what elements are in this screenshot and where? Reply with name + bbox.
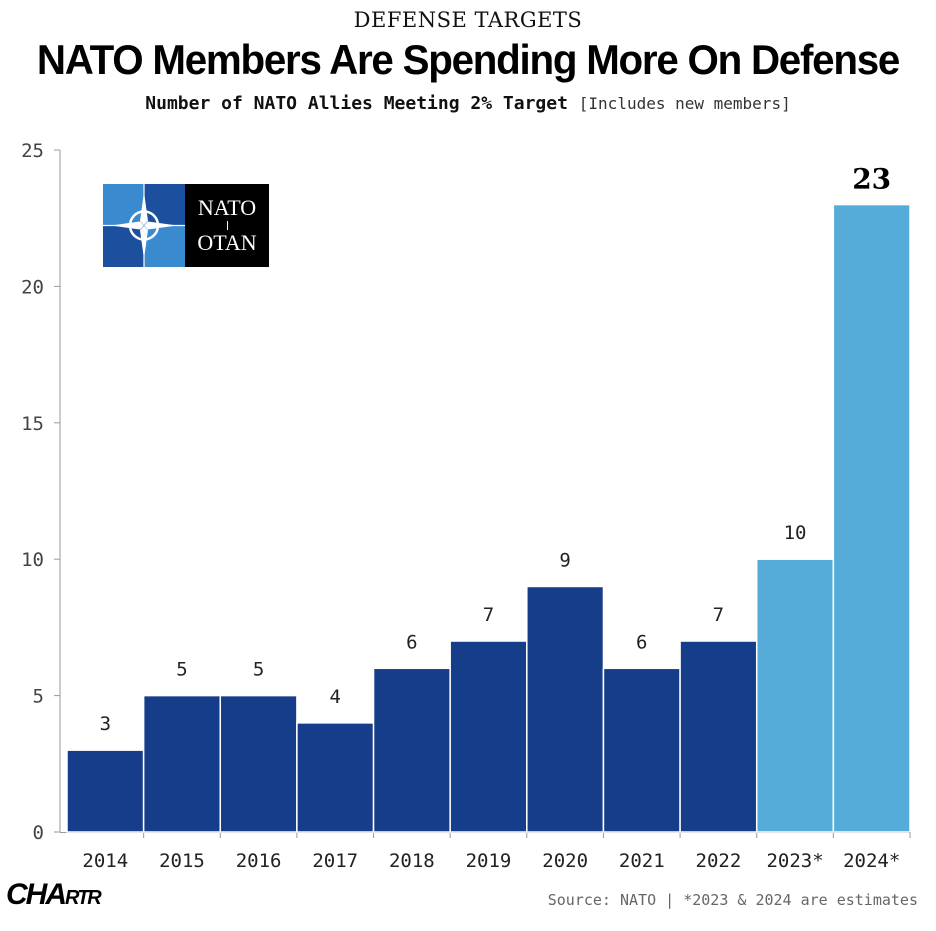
- subtitle-main: Number of NATO Allies Meeting 2% Target: [145, 93, 568, 114]
- compass-rose-icon: [103, 184, 185, 267]
- x-tick-label: 2017: [312, 850, 358, 872]
- chartr-logo: CHARTR: [6, 878, 102, 912]
- data-label: 7: [483, 604, 494, 626]
- bar: [602, 667, 681, 833]
- x-tick-label: 2018: [389, 850, 435, 872]
- chart-subtitle: Number of NATO Allies Meeting 2% Target …: [0, 93, 936, 114]
- x-tick-label: 2015: [159, 850, 205, 872]
- nato-text: NATO: [197, 195, 257, 220]
- data-label: 5: [253, 659, 264, 681]
- y-tick-label: 0: [33, 822, 44, 844]
- x-tick-label: 2014: [82, 850, 128, 872]
- bar: [219, 694, 298, 833]
- x-tick-label: 2021: [619, 850, 665, 872]
- data-label: 6: [406, 631, 417, 653]
- x-tick-label: 2022: [696, 850, 742, 872]
- brand-rest: RTR: [65, 887, 102, 909]
- brand-big: CHA: [6, 878, 67, 911]
- chart-title: NATO Members Are Spending More On Defens…: [36, 36, 900, 83]
- bar: [755, 558, 835, 833]
- y-tick-label: 20: [21, 276, 44, 298]
- bar: [296, 722, 375, 833]
- bar: [372, 667, 451, 833]
- nato-logo: NATO OTAN: [103, 184, 269, 267]
- x-tick-label: 2020: [542, 850, 588, 872]
- bar: [66, 749, 145, 833]
- data-label: 7: [713, 604, 724, 626]
- data-label: 4: [330, 686, 341, 708]
- nato-wordmark: NATO OTAN: [185, 184, 269, 267]
- bar: [832, 203, 911, 833]
- y-tick-label: 10: [21, 549, 44, 571]
- x-tick-label: 2024*: [843, 850, 900, 872]
- bar: [142, 694, 222, 833]
- source-note: Source: NATO | *2023 & 2024 are estimate…: [547, 891, 918, 909]
- y-tick-label: 15: [21, 413, 44, 435]
- y-tick-label: 5: [33, 686, 44, 708]
- y-tick-label: 25: [21, 140, 44, 162]
- x-tick-label: 2016: [236, 850, 282, 872]
- data-label: 3: [100, 713, 111, 735]
- data-label: 9: [559, 549, 570, 571]
- data-label: 6: [636, 631, 647, 653]
- data-label: 5: [176, 659, 187, 681]
- bar: [526, 585, 605, 833]
- subtitle-note: [Includes new members]: [578, 94, 791, 113]
- otan-text: OTAN: [197, 230, 257, 255]
- x-tick-label: 2023*: [766, 850, 823, 872]
- data-label: 10: [784, 522, 807, 544]
- bar: [449, 640, 528, 833]
- bar: [679, 640, 758, 833]
- wordmark-divider: [226, 221, 228, 230]
- x-tick-label: 2019: [466, 850, 512, 872]
- data-label: 23: [852, 163, 891, 196]
- chart-kicker: DEFENSE TARGETS: [353, 8, 583, 32]
